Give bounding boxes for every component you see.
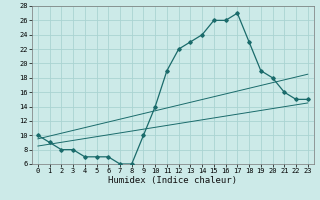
X-axis label: Humidex (Indice chaleur): Humidex (Indice chaleur) [108,176,237,185]
